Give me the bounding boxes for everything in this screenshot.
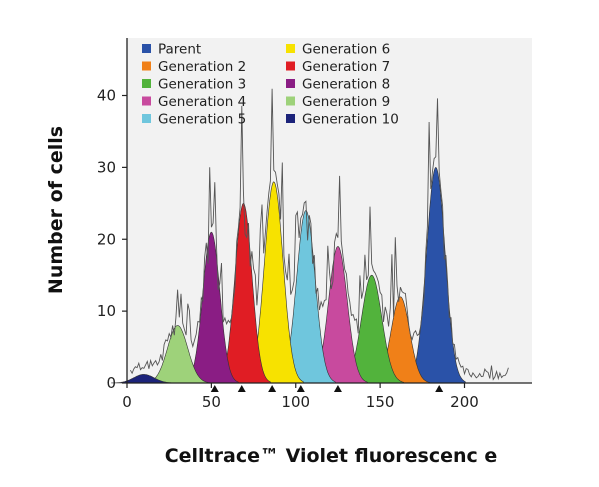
x-tick-label: 50 bbox=[202, 393, 221, 411]
y-tick-label: 0 bbox=[106, 374, 116, 392]
legend-label: Generation 7 bbox=[302, 59, 390, 75]
legend-swatch bbox=[142, 79, 151, 88]
x-tick-label: 150 bbox=[366, 393, 395, 411]
y-tick-label: 40 bbox=[97, 87, 116, 105]
legend-swatch bbox=[286, 96, 295, 106]
generation-markers bbox=[210, 385, 444, 392]
legend-label: Parent bbox=[158, 42, 201, 58]
legend-label: Generation 10 bbox=[302, 112, 399, 128]
legend-swatch bbox=[286, 114, 295, 123]
generation-marker bbox=[435, 385, 444, 392]
generation-marker bbox=[268, 385, 277, 392]
generation-marker bbox=[210, 385, 219, 392]
legend-swatch bbox=[142, 96, 151, 106]
legend-swatch bbox=[142, 114, 151, 123]
axes: 0 50 100 150 200 0 10 20 30 40 bbox=[97, 38, 532, 411]
generation-marker bbox=[237, 385, 246, 392]
x-tick-label: 200 bbox=[450, 393, 479, 411]
legend-label: Generation 5 bbox=[158, 112, 246, 128]
legend-label: Generation 9 bbox=[302, 94, 390, 110]
legend-swatch bbox=[142, 44, 151, 53]
x-tick-label: 0 bbox=[122, 393, 132, 411]
y-tick-label: 20 bbox=[97, 230, 116, 248]
series-area-9 bbox=[144, 325, 212, 384]
legend-swatch bbox=[286, 61, 295, 71]
x-axis-title: Celltrace™ Violet fluorescenc e bbox=[165, 445, 498, 467]
generation-marker bbox=[296, 385, 305, 392]
legend-label: Generation 2 bbox=[158, 59, 246, 75]
legend-swatch bbox=[286, 44, 295, 53]
legend-label: Generation 6 bbox=[302, 42, 390, 58]
x-tick-label: 100 bbox=[281, 393, 310, 411]
y-tick-label: 10 bbox=[97, 302, 116, 320]
series-area-10 bbox=[111, 374, 177, 384]
legend-label: Generation 3 bbox=[158, 77, 246, 93]
legend-label: Generation 4 bbox=[158, 94, 246, 110]
generation-marker bbox=[333, 385, 342, 392]
legend-label: Generation 8 bbox=[302, 77, 390, 93]
legend-swatch bbox=[142, 61, 151, 71]
y-axis-title: Number of cells bbox=[45, 126, 67, 294]
raw-histogram-line bbox=[130, 88, 509, 381]
legend-swatch bbox=[286, 79, 295, 88]
y-tick-label: 30 bbox=[97, 158, 116, 176]
